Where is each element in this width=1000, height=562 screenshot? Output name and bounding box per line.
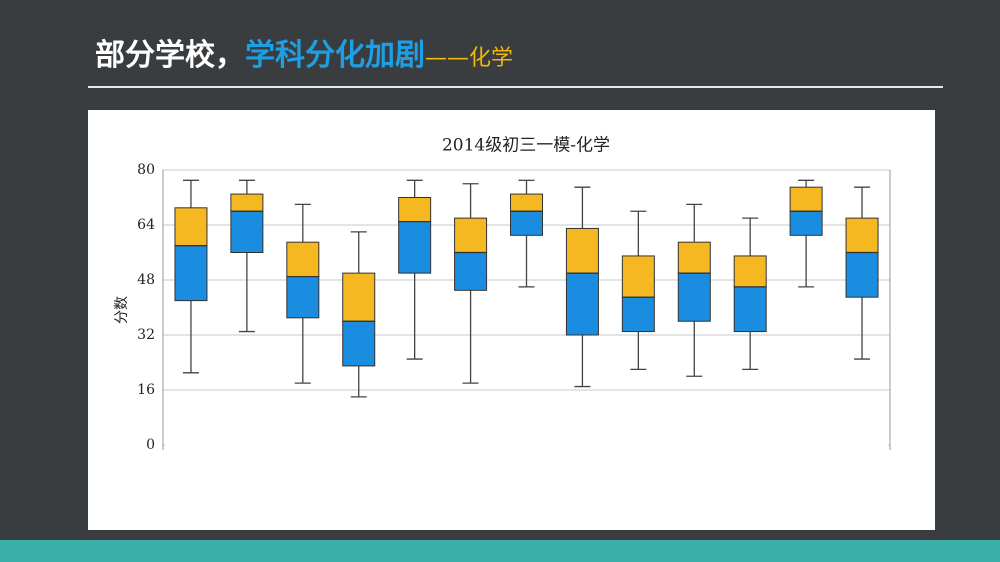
title-main: 部分学校， — [95, 38, 245, 73]
box-upper — [733, 255, 767, 288]
box-upper — [174, 207, 208, 247]
box-upper — [286, 241, 320, 278]
y-axis-label: 分数 — [114, 296, 130, 324]
box-upper — [677, 241, 711, 274]
y-tick-label: 80 — [137, 162, 155, 178]
box-lower — [398, 221, 432, 274]
box-lower — [230, 210, 264, 253]
box-upper — [342, 272, 376, 322]
footer-strip — [0, 540, 1000, 562]
box-upper — [621, 255, 655, 298]
box-upper — [845, 217, 879, 253]
box-lower — [174, 245, 208, 302]
y-tick-label: 32 — [137, 327, 155, 343]
box-lower — [845, 252, 879, 298]
box-lower — [510, 210, 543, 236]
box-upper — [510, 193, 543, 212]
box-lower — [286, 276, 320, 319]
y-tick-label: 16 — [137, 382, 155, 398]
chart-title: 2014级初三一模-化学 — [442, 136, 610, 156]
box-upper — [398, 197, 432, 223]
title-highlight: 学科分化加剧 — [245, 38, 425, 73]
slide-title: 部分学校，学科分化加剧——化学 — [95, 30, 513, 74]
box-lower — [454, 252, 488, 291]
y-tick-label: 0 — [146, 437, 155, 453]
box-lower — [621, 296, 655, 333]
box-lower — [733, 286, 767, 333]
box-lower — [677, 272, 711, 322]
title-rule — [88, 86, 943, 88]
y-tick-label: 48 — [137, 272, 155, 288]
box-lower — [565, 272, 599, 336]
box-lower — [342, 320, 376, 367]
y-tick-label: 64 — [137, 217, 155, 233]
box-upper — [230, 193, 264, 212]
title-subject: ——化学 — [425, 46, 514, 71]
box-upper — [789, 186, 823, 212]
box-lower — [789, 210, 823, 236]
box-upper — [565, 227, 599, 274]
plot-cover — [165, 425, 888, 530]
box-upper — [454, 217, 488, 253]
